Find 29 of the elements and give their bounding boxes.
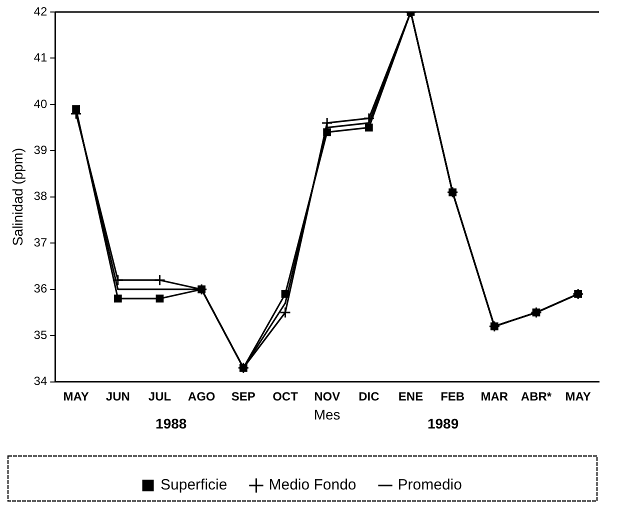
- x-tick-label: DIC: [358, 389, 380, 404]
- x-tick-label: JUL: [148, 389, 172, 404]
- x-tick-label: FEB: [440, 389, 465, 404]
- y-tick-label: 38: [34, 189, 48, 204]
- y-tick-label: 40: [34, 96, 48, 111]
- y-tick-label: 34: [34, 374, 48, 388]
- text: 1988: [156, 416, 187, 432]
- y-tick-label: 41: [34, 50, 48, 65]
- y-tick-label: 36: [34, 282, 48, 296]
- y-tick-label: 39: [34, 142, 48, 157]
- y-tick-label: 42: [34, 4, 48, 18]
- x-tick-label: SEP: [231, 389, 256, 404]
- y-axis-title: Salinidad (ppm): [9, 148, 26, 246]
- x-tick-label: MAY: [565, 389, 591, 404]
- x-tick-label: ABR*: [520, 389, 552, 404]
- legend-label: Medio Fondo: [268, 476, 356, 494]
- y-tick-label: 35: [34, 328, 48, 342]
- legend-label: Superficie: [160, 476, 228, 494]
- x-tick-label: AGO: [188, 389, 216, 404]
- x-tick-label: NOV: [314, 389, 340, 404]
- x-tick-label: MAY: [63, 389, 89, 404]
- x-tick-label: JUN: [106, 389, 130, 404]
- x-tick-label: MAR: [480, 389, 508, 404]
- x-tick-label: OCT: [272, 389, 299, 404]
- x-tick-label: ENE: [398, 389, 424, 404]
- y-tick-label: 37: [34, 235, 48, 250]
- x-axis-title: Mes: [314, 406, 340, 422]
- text: 1989: [427, 416, 459, 432]
- legend-label: Promedio: [398, 476, 462, 494]
